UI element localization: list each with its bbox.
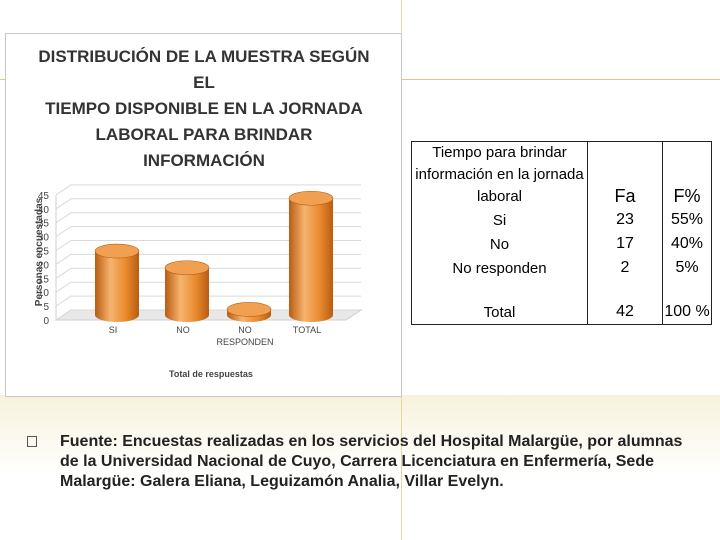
row-fa-cell: 23 — [587, 208, 663, 232]
table-header-row: Tiempo para brindar información en la jo… — [411, 141, 712, 208]
gridline — [55, 240, 361, 251]
total-label-cell: Total — [411, 280, 588, 325]
table-row: No 17 40% — [411, 232, 712, 256]
x-tick-label: TOTAL — [293, 325, 321, 335]
row-label-cell: No responden — [411, 256, 588, 280]
chart-title-line: DISTRIBUCIÓN DE LA MUESTRA SEGÚN EL — [38, 47, 370, 92]
gridline — [55, 281, 361, 293]
source-note: Fuente: Encuestas realizadas en los serv… — [60, 433, 683, 490]
y-tick-label: 35 — [38, 219, 50, 230]
total-fp-cell: 100 % — [662, 280, 712, 325]
row-label-cell: No — [411, 232, 588, 256]
y-tick-label: 0 — [43, 316, 49, 327]
bar — [165, 267, 209, 322]
x-axis-label: Total de respuestas — [169, 369, 253, 379]
row-fp-cell: 55% — [662, 208, 712, 232]
row-label-cell: Si — [411, 208, 588, 232]
total-fa-cell: 42 — [587, 280, 663, 325]
gridline — [55, 226, 361, 238]
bar-top — [164, 260, 210, 276]
header-label-cell: Tiempo para brindar información en la jo… — [411, 141, 588, 208]
chart-panel: 0 5 10 15 20 25 30 35 40 45 Personas encuestadas SI… — [5, 33, 402, 397]
chart-title-line: TIEMPO DISPONIBLE EN LA JORNADA — [45, 99, 363, 118]
gridline — [55, 184, 361, 196]
chart-title: DISTRIBUCIÓN DE LA MUESTRA SEGÚN EL TIEM… — [34, 44, 374, 174]
y-tick-label: 45 — [38, 191, 50, 202]
y-tick-label: 40 — [38, 205, 50, 216]
square-bullet-icon — [27, 436, 37, 447]
row-fp-cell: 40% — [662, 232, 712, 256]
row-fp-cell: 5% — [662, 256, 712, 280]
x-tick-label: SI — [109, 325, 118, 335]
gridline — [55, 212, 361, 224]
table-total-row: Total 42 100 % — [411, 280, 712, 325]
bar-top — [288, 190, 334, 206]
y-tick-label: 10 — [38, 288, 50, 299]
row-fa-cell: 2 — [587, 256, 663, 280]
table-row: No responden 2 5% — [411, 256, 712, 280]
bar-top — [94, 243, 140, 259]
gridline — [55, 267, 361, 279]
x-tick-label: NO — [176, 325, 190, 335]
y-axis-label: Personas encuestadas — [34, 197, 45, 306]
y-tick-label: 30 — [38, 233, 50, 244]
bar — [289, 198, 333, 322]
header-fp-cell: F% — [662, 141, 712, 208]
header-fa-cell: Fa — [587, 141, 663, 208]
bar — [95, 251, 139, 322]
table-row: Si 23 55% — [411, 208, 712, 232]
frequency-table: Tiempo para brindar información en la jo… — [411, 141, 712, 325]
y-tick-label: 15 — [38, 274, 50, 285]
gridline — [55, 295, 361, 307]
chart-title-line: LABORAL PARA BRINDAR INFORMACIÓN — [95, 125, 313, 170]
gridline — [55, 198, 361, 210]
x-tick-label: RESPONDEN — [216, 337, 273, 347]
y-tick-label: 20 — [38, 260, 50, 271]
x-tick-label: NO — [238, 325, 252, 335]
y-tick-label: 25 — [38, 247, 50, 258]
bar-top — [226, 302, 272, 317]
y-tick-label: 5 — [43, 302, 49, 313]
gridline — [55, 253, 361, 265]
background-band — [0, 395, 720, 540]
row-fa-cell: 17 — [587, 232, 663, 256]
